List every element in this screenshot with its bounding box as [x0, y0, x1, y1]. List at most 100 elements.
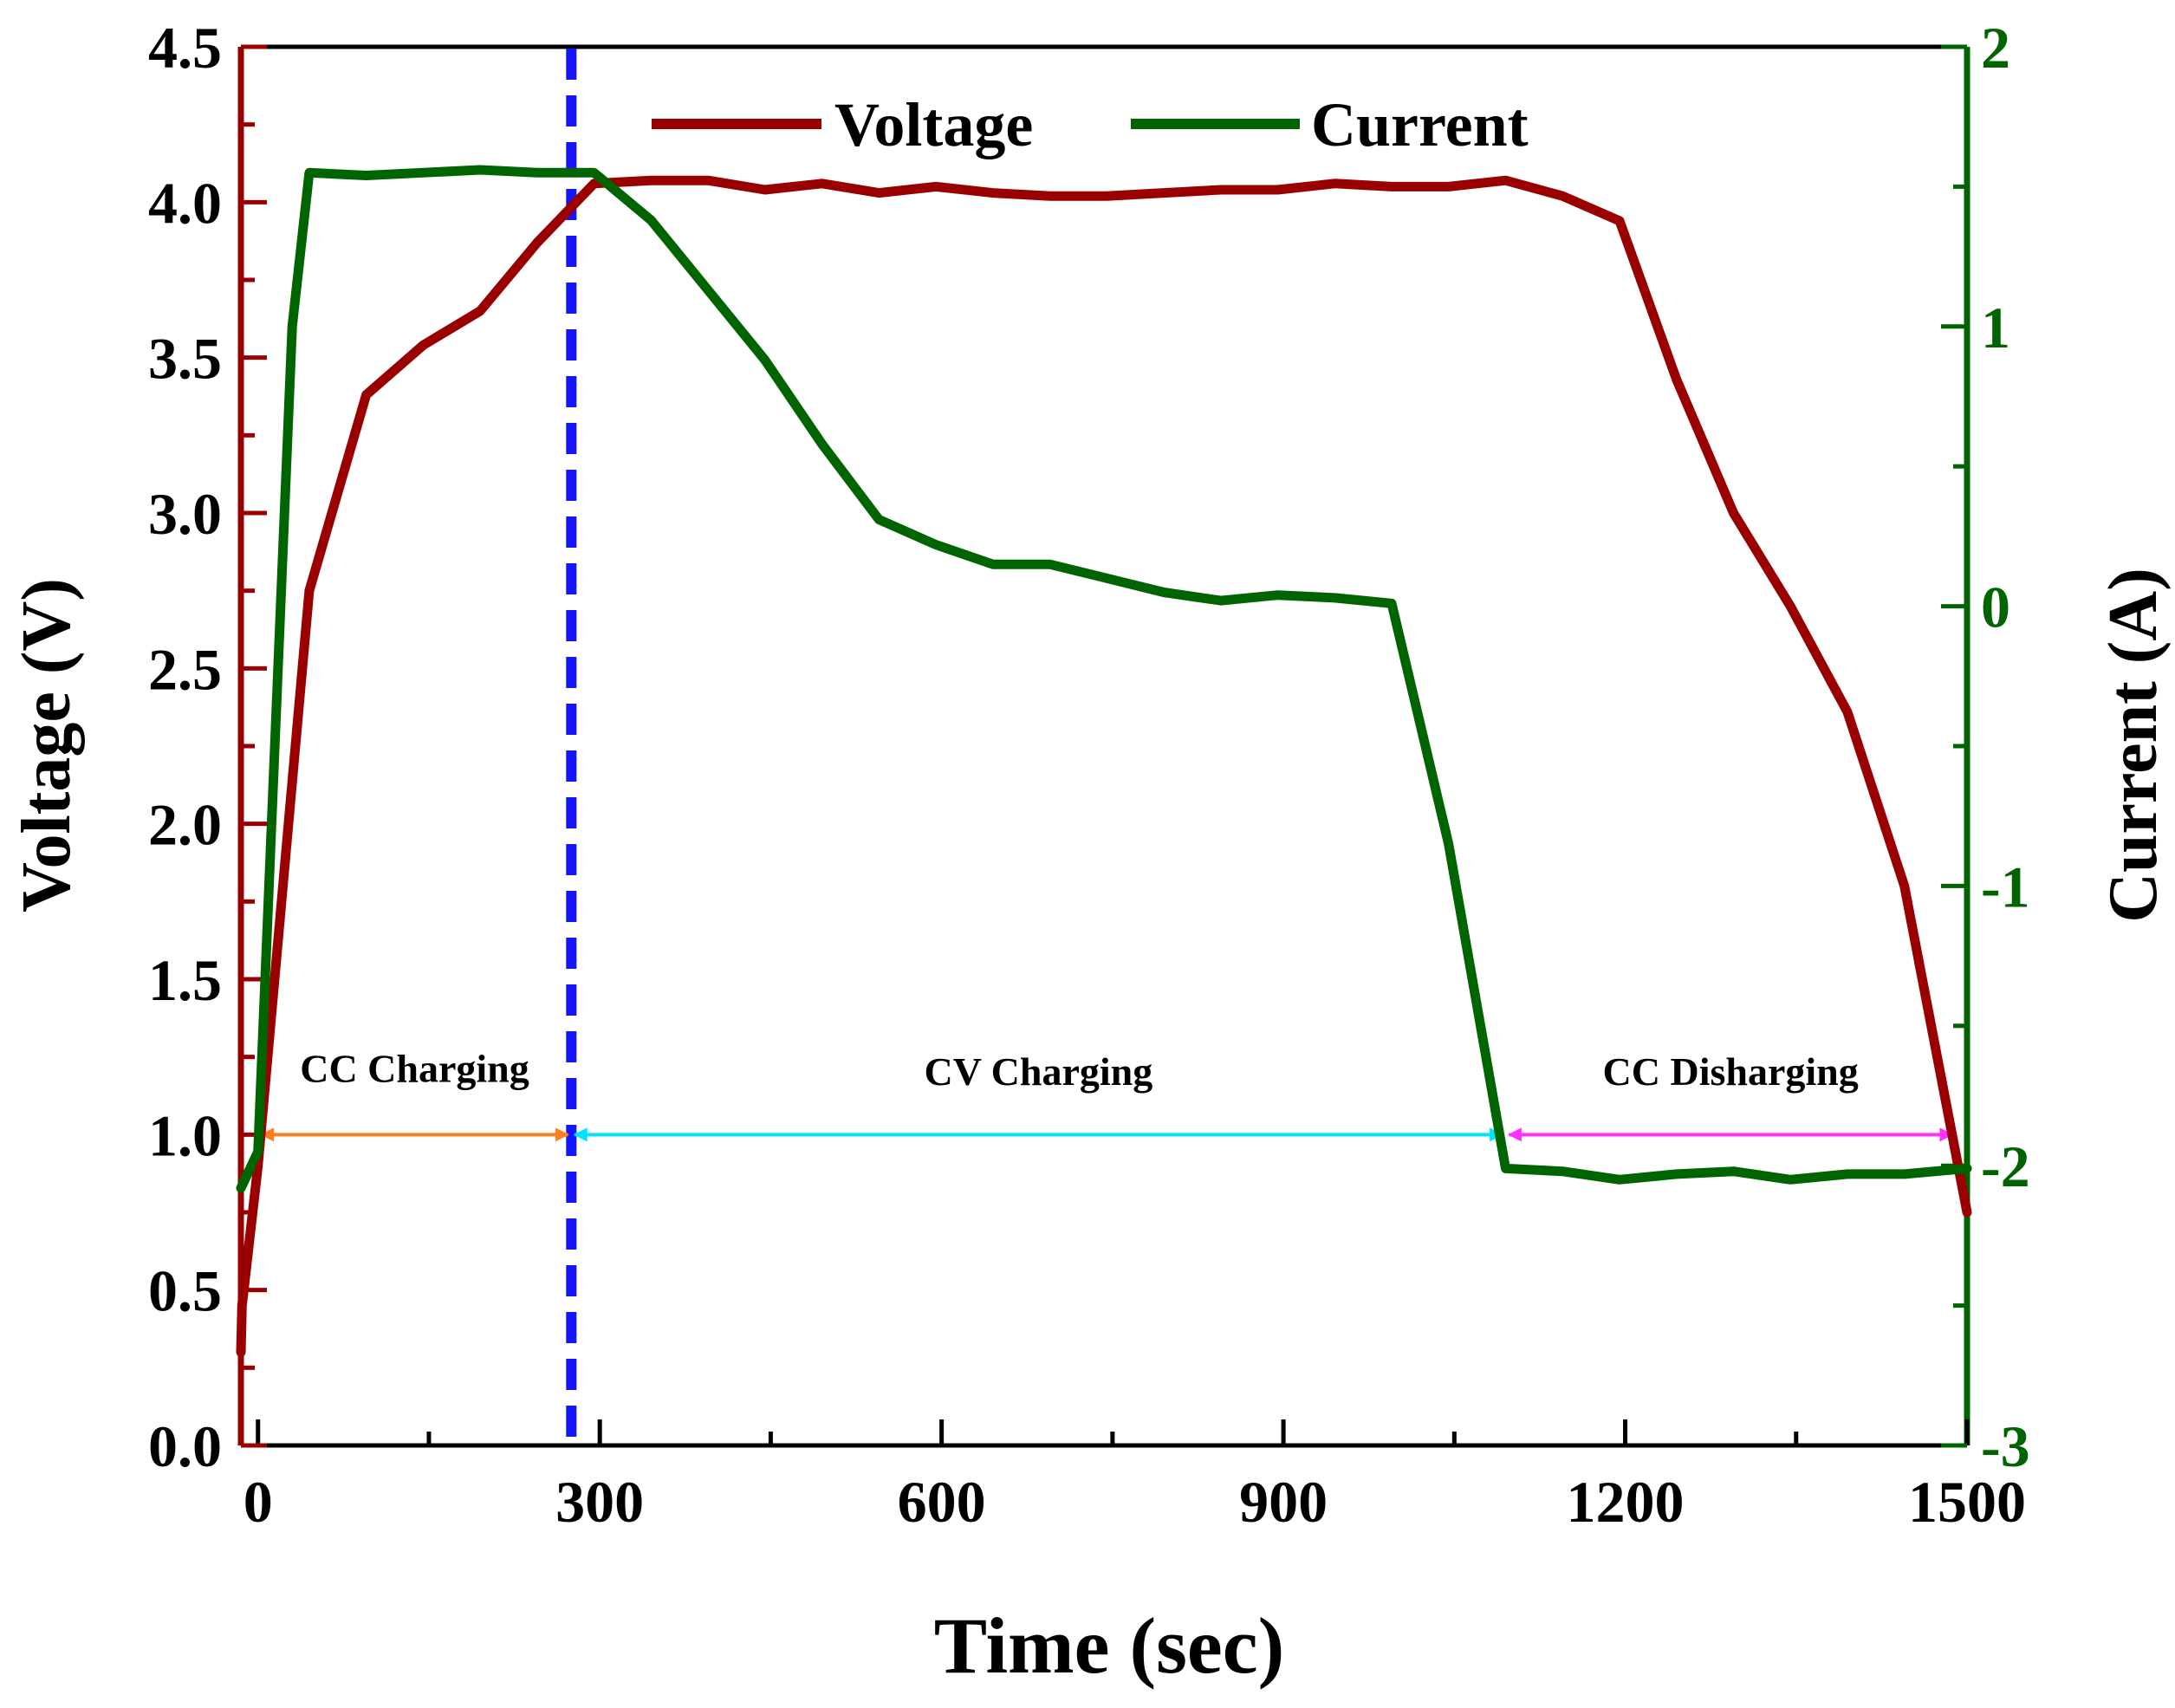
current-data-point: [1844, 1171, 1850, 1177]
current-data-point: [420, 170, 426, 176]
voltage-data-point: [933, 184, 939, 190]
voltage-data-point: [363, 392, 369, 398]
current-data-point: [1617, 1177, 1622, 1183]
current-data-point: [306, 170, 312, 176]
current-data-point: [289, 323, 295, 329]
voltage-data-point: [1844, 709, 1850, 715]
left-y-axis-ticks: 0.0 0.5 1.0 1.5 2.0 2.5 3.0 3.5 4.0 4.5: [148, 15, 267, 1479]
left-y-tick-label: 1.0: [148, 1102, 222, 1168]
x-tick-label: 1200: [1567, 1469, 1685, 1535]
voltage-data-point: [1275, 187, 1281, 192]
left-y-tick-label: 3.0: [148, 481, 222, 547]
voltage-data-point: [1332, 180, 1338, 186]
left-y-tick-label: 4.5: [148, 15, 222, 81]
x-axis-title: Time (sec): [934, 1601, 1284, 1690]
voltage-data-point: [1104, 193, 1110, 199]
voltage-data-point: [420, 342, 426, 348]
current-data-point: [705, 287, 711, 293]
voltage-data-point: [255, 1163, 261, 1169]
current-data-point: [1161, 589, 1166, 595]
left-y-axis-title: Voltage (V): [9, 578, 85, 912]
left-y-tick-label: 3.5: [148, 326, 222, 392]
right-y-tick-label: 2: [1981, 15, 2010, 81]
voltage-data-point: [1901, 883, 1907, 889]
left-y-tick-label: 0.5: [148, 1258, 222, 1324]
voltage-data-point: [1389, 184, 1394, 190]
current-data-point: [1788, 1177, 1794, 1183]
x-axis-ticks: 0 300 600 900 1200 1500: [243, 1419, 2026, 1535]
voltage-data-points: [238, 178, 1970, 1355]
voltage-data-point: [239, 1302, 245, 1309]
voltage-data-point: [648, 178, 654, 184]
plot-frame: [237, 44, 1970, 1448]
current-data-point: [1901, 1171, 1907, 1177]
x-tick-label: 300: [555, 1469, 644, 1535]
voltage-data-point: [705, 178, 711, 184]
voltage-data-point: [819, 180, 825, 186]
cv-charging-label: CV Charging: [925, 1049, 1153, 1094]
current-data-points: [238, 167, 1970, 1191]
voltage-data-point: [477, 308, 484, 314]
right-y-axis-ticks: -3 -2 -1 0 1 2: [1941, 15, 2030, 1479]
current-data-point: [876, 516, 882, 523]
voltage-data-point: [238, 1349, 243, 1355]
current-data-point: [1964, 1166, 1970, 1172]
left-y-tick-label: 0.0: [148, 1413, 222, 1479]
voltage-data-point: [762, 187, 768, 192]
current-data-point: [1673, 1171, 1679, 1177]
right-y-tick-label: 0: [1981, 575, 2010, 640]
left-y-tick-label: 1.5: [148, 947, 222, 1013]
left-y-tick-label: 2.5: [148, 636, 222, 702]
voltage-data-point: [591, 180, 597, 186]
voltage-data-point: [306, 588, 312, 594]
current-data-point: [762, 357, 768, 363]
right-y-tick-label: -2: [1981, 1133, 2030, 1199]
current-data-point: [1560, 1168, 1566, 1174]
right-y-axis-title: Current (A): [2095, 568, 2172, 923]
voltage-data-point: [990, 190, 996, 196]
current-data-point: [648, 218, 654, 224]
current-data-point: [990, 562, 996, 568]
current-data-point: [1104, 575, 1110, 581]
legend-current-label: Current: [1311, 90, 1529, 159]
voltage-data-point: [534, 240, 540, 245]
current-data-point: [363, 172, 369, 179]
current-data-point: [477, 167, 484, 172]
cc-charging-label: CC Charging: [300, 1046, 529, 1090]
x-tick-label: 900: [1239, 1469, 1328, 1535]
current-data-point: [819, 441, 825, 447]
voltage-data-point: [1730, 510, 1737, 516]
current-data-point: [591, 170, 597, 176]
current-data-point: [1503, 1166, 1509, 1172]
voltage-data-point: [1964, 1210, 1970, 1215]
legend: Voltage Current: [652, 90, 1529, 159]
voltage-data-point: [1788, 603, 1794, 609]
right-y-tick-label: -3: [1981, 1413, 2030, 1479]
voltage-data-point: [1503, 178, 1509, 184]
voltage-data-point: [1445, 184, 1451, 190]
current-data-point: [1445, 841, 1451, 847]
current-data-point: [1217, 598, 1224, 604]
voltage-data-point: [1560, 193, 1566, 199]
current-data-point: [1389, 601, 1394, 607]
current-data-point: [1275, 592, 1281, 598]
voltage-data-point: [1047, 193, 1053, 199]
right-y-tick-label: -1: [1981, 854, 2030, 919]
current-data-point: [1332, 594, 1338, 601]
voltage-data-point: [1673, 376, 1679, 382]
x-tick-label: 600: [898, 1469, 986, 1535]
voltage-data-point: [876, 190, 882, 196]
current-data-point: [1730, 1168, 1737, 1174]
current-data-point: [238, 1185, 243, 1191]
voltage-data-point: [1161, 190, 1166, 196]
voltage-data-point: [1217, 187, 1224, 192]
current-data-point: [1047, 562, 1053, 568]
current-data-point: [933, 542, 939, 548]
voltage-data-point: [1617, 218, 1622, 224]
x-tick-label: 0: [243, 1469, 273, 1535]
current-data-point: [534, 170, 540, 176]
current-series-line: [236, 165, 1972, 1193]
cc-discharging-label: CC Disharging: [1603, 1049, 1859, 1094]
right-y-tick-label: 1: [1981, 295, 2010, 360]
